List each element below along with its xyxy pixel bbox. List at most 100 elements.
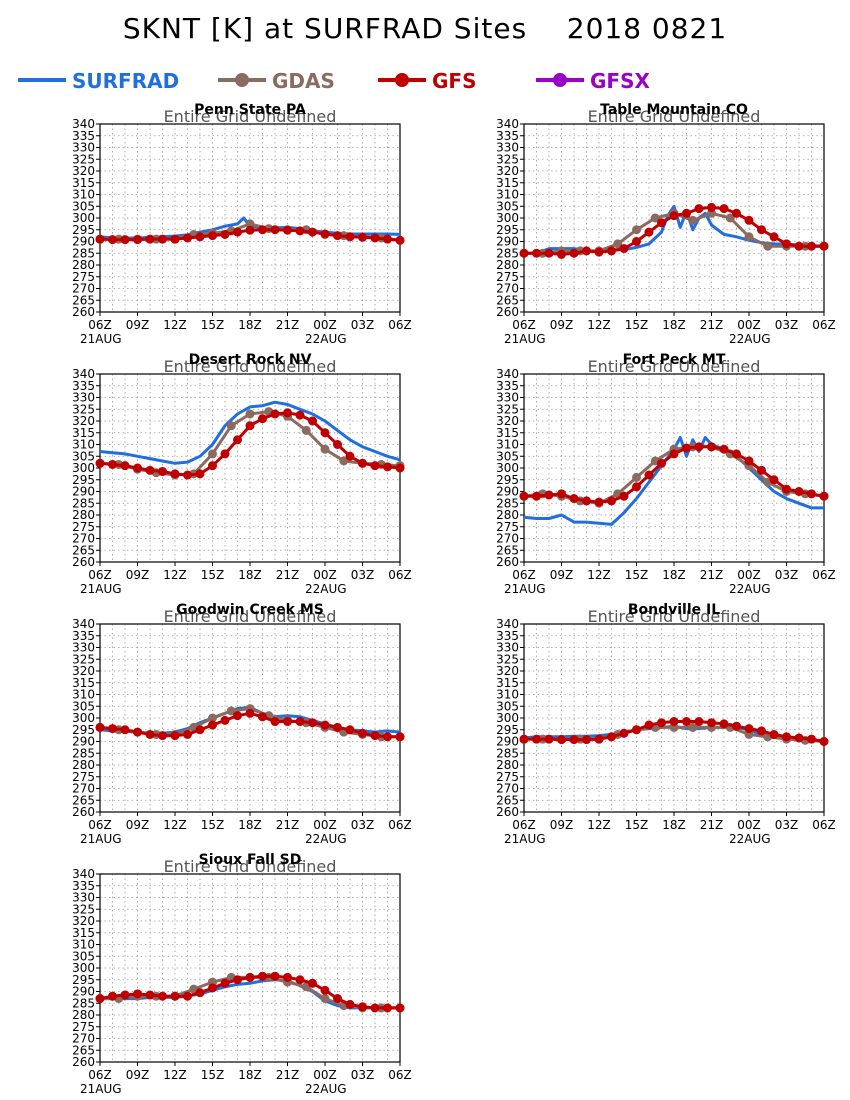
point-gfs [233,711,243,721]
chart-panel-5: 2602652702752802852902953003053103153203… [72,602,412,846]
point-gfs [744,724,754,734]
x-tick-label: 15Z [201,318,225,332]
y-tick-label: 335 [496,129,519,143]
point-gfs [519,734,529,744]
x-tick-label: 18Z [662,818,686,832]
point-gfs [357,232,367,242]
x-tick-label: 15Z [625,318,649,332]
point-gfs [295,410,305,420]
y-tick-label: 275 [72,520,95,534]
y-tick-label: 275 [72,770,95,784]
point-gfs [245,225,255,235]
point-gfs [332,440,342,450]
x-date-label: 22AUG [305,582,347,596]
point-gfs [307,978,317,988]
y-tick-label: 305 [72,949,95,963]
y-tick-label: 285 [496,496,519,510]
y-tick-label: 280 [72,1008,95,1022]
point-gfs [395,732,405,742]
point-gfs [270,971,280,981]
point-gfs [557,489,567,499]
y-tick-label: 310 [496,188,519,202]
point-gfs [370,461,380,471]
x-tick-label: 18Z [238,1068,262,1082]
y-tick-label: 315 [72,426,95,440]
point-gdas [725,213,735,223]
point-gfs [270,225,280,235]
point-gfs [707,718,717,728]
point-gfs [183,729,193,739]
point-gfs [195,469,205,479]
point-gfs [183,991,193,1001]
point-gfs [682,717,692,727]
point-gfs [657,218,667,228]
x-tick-label: 09Z [126,818,150,832]
point-gfs [719,444,729,454]
y-tick-label: 265 [72,1043,95,1057]
panel-annotation: Entire Grid Undefined [164,107,337,126]
x-tick-label: 00Z [737,568,761,582]
y-tick-label: 290 [496,735,519,749]
point-gfs [382,732,392,742]
x-tick-label: 21Z [276,1068,300,1082]
y-tick-label: 335 [496,379,519,393]
y-tick-label: 285 [72,246,95,260]
y-tick-label: 265 [496,543,519,557]
y-tick-label: 335 [72,379,95,393]
y-tick-label: 270 [496,282,519,296]
point-gfs [108,459,118,469]
y-tick-label: 320 [72,914,95,928]
x-tick-label: 06Z [88,818,112,832]
y-tick-label: 265 [496,793,519,807]
series-gfs [95,225,405,245]
point-gfs [270,409,280,419]
y-tick-label: 330 [496,641,519,655]
y-tick-label: 280 [496,508,519,522]
point-gfs [544,734,554,744]
point-gfs [245,972,255,982]
point-gdas [226,706,236,716]
point-gfs [669,449,679,459]
point-gfs [145,234,155,244]
point-gfs [183,233,193,243]
point-gfs [682,208,692,218]
x-date-label: 21AUG [80,832,122,846]
point-gfs [345,451,355,461]
x-tick-label: 06Z [812,318,836,332]
y-tick-label: 325 [496,152,519,166]
y-tick-label: 265 [72,793,95,807]
point-gfs [594,247,604,257]
point-gfs [707,202,717,212]
x-tick-label: 15Z [201,1068,225,1082]
point-gfs [544,248,554,258]
point-gfs [619,491,629,501]
point-gdas [650,213,660,223]
point-gfs [332,231,342,241]
y-tick-label: 270 [72,782,95,796]
x-tick-label: 06Z [388,318,412,332]
point-gfs [120,461,130,471]
point-gfs [632,725,642,735]
x-tick-label: 12Z [587,568,611,582]
legend-label: GFSX [590,69,650,93]
x-tick-label: 09Z [126,1068,150,1082]
point-gfs [195,725,205,735]
point-gfs [769,232,779,242]
x-tick-label: 06Z [388,1068,412,1082]
y-tick-label: 265 [72,293,95,307]
y-tick-label: 280 [72,258,95,272]
x-tick-label: 21Z [700,318,724,332]
point-gfs [632,237,642,247]
x-tick-label: 18Z [238,318,262,332]
panel-annotation: Entire Grid Undefined [164,607,337,626]
y-tick-label: 260 [72,305,95,319]
x-tick-label: 09Z [550,818,574,832]
point-gfs [145,729,155,739]
y-tick-label: 270 [496,532,519,546]
y-tick-label: 320 [72,414,95,428]
legend-item-gfsx: GFSX [536,69,650,93]
point-gfs [819,737,829,747]
point-gfs [357,1002,367,1012]
point-gfs [220,978,230,988]
point-gfs [307,718,317,728]
